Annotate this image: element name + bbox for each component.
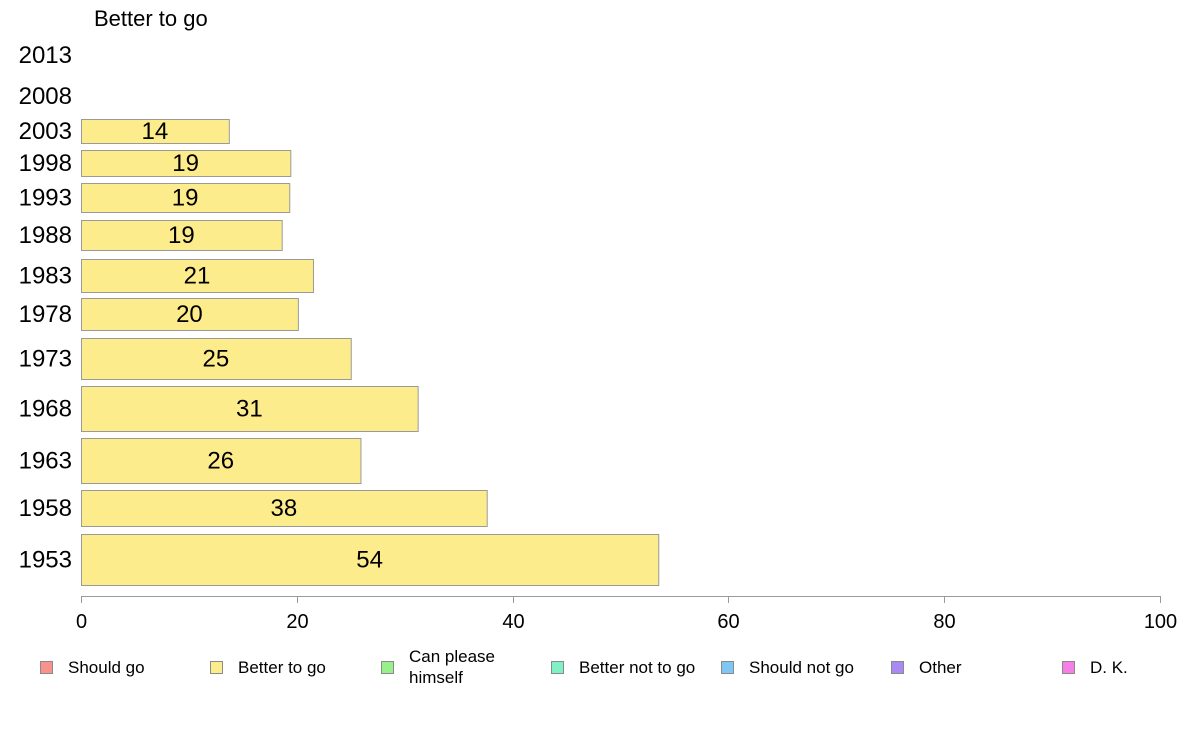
- data-label: 31: [236, 396, 263, 423]
- category-label: 1998: [19, 150, 72, 177]
- legend-label: Should not go: [749, 657, 854, 677]
- bar: [81, 298, 299, 331]
- bar: [81, 438, 362, 484]
- bar-chart: 2013 2008 2003 14 1998 19 1993 19 1988 19 1983 21 19…: [19, 42, 1178, 633]
- category-label: 1988: [19, 222, 72, 249]
- legend-swatch: [891, 660, 904, 674]
- data-label: 38: [271, 495, 298, 522]
- category-label: 1973: [19, 346, 72, 373]
- data-label: 14: [142, 118, 169, 145]
- bar: [81, 150, 292, 177]
- legend: Should go Better to go Can please himself B…: [0, 646, 1188, 696]
- bar: [81, 338, 352, 380]
- legend-swatch: [551, 660, 564, 674]
- legend-item: Should not go: [721, 646, 854, 688]
- legend-item: Better to go: [210, 646, 326, 688]
- x-tick-label: 80: [933, 611, 955, 633]
- bar: [81, 386, 419, 432]
- x-tick-label: 60: [717, 611, 739, 633]
- legend-label: Should go: [68, 657, 145, 677]
- legend-label: Better to go: [238, 657, 326, 677]
- bar: [81, 220, 283, 251]
- legend-item: Better not to go: [551, 646, 695, 688]
- legend-label: D. K.: [1090, 657, 1128, 677]
- x-tick-label: 100: [1144, 611, 1177, 633]
- legend-swatch: [1062, 660, 1075, 674]
- legend-item: Other: [891, 646, 962, 688]
- data-label: 19: [168, 222, 195, 249]
- data-label: 54: [356, 547, 383, 574]
- category-label: 2013: [19, 42, 72, 69]
- legend-label: Other: [919, 657, 962, 677]
- legend-swatch: [381, 660, 394, 674]
- category-label: 1978: [19, 301, 72, 328]
- bar: [81, 183, 291, 213]
- category-label: 1993: [19, 185, 72, 212]
- x-tick-label: 0: [76, 611, 87, 633]
- legend-item: D. K.: [1062, 646, 1128, 688]
- x-tick-label: 20: [286, 611, 308, 633]
- legend-swatch: [40, 660, 53, 674]
- data-label: 19: [172, 185, 199, 212]
- legend-swatch: [210, 660, 223, 674]
- legend-swatch: [721, 660, 734, 674]
- x-tick-label: 40: [502, 611, 524, 633]
- legend-label: Can please himself: [409, 647, 496, 687]
- category-label: 1958: [19, 495, 72, 522]
- data-label: 25: [203, 346, 230, 373]
- legend-label: Better not to go: [579, 657, 696, 677]
- category-label: 1963: [19, 448, 72, 475]
- category-label: 1968: [19, 396, 72, 423]
- bar: [81, 490, 488, 527]
- category-label: 1953: [19, 547, 72, 574]
- data-label: 19: [172, 150, 199, 177]
- chart-title: Better to go: [94, 6, 208, 31]
- bar: [81, 259, 314, 293]
- data-label: 26: [207, 448, 234, 475]
- legend-item: Can please himself: [381, 646, 519, 688]
- bar: [81, 534, 660, 586]
- data-label: 20: [176, 301, 203, 328]
- category-label: 2008: [19, 83, 72, 110]
- category-label: 1983: [19, 263, 72, 290]
- category-label: 2003: [19, 118, 72, 145]
- data-label: 21: [184, 263, 211, 290]
- bar: [81, 119, 230, 144]
- legend-item: Should go: [40, 646, 145, 688]
